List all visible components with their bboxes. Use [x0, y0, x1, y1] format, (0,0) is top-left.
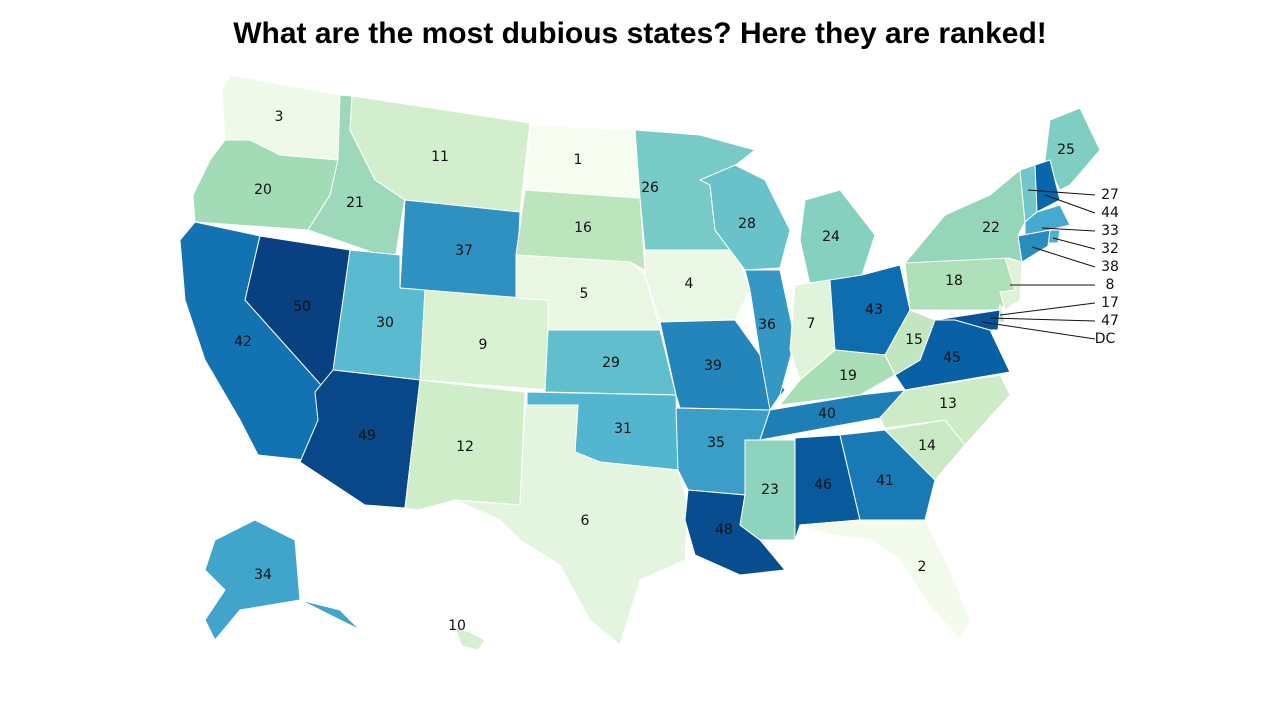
- rank-label: 13: [939, 396, 957, 412]
- callout-line: [981, 321, 1096, 340]
- rank-label: 3: [275, 109, 284, 125]
- rank-label: 43: [865, 302, 883, 318]
- rank-label: 40: [818, 406, 836, 422]
- rank-label: 25: [1057, 142, 1075, 158]
- state: [903, 169, 1026, 264]
- callout-line: [1052, 237, 1096, 250]
- rank-label: 10: [448, 618, 466, 634]
- state: [454, 404, 689, 646]
- rank-label: 17: [1101, 295, 1119, 311]
- rank-label: 32: [1101, 241, 1119, 257]
- rank-label: 11: [431, 149, 449, 165]
- state: [698, 164, 791, 271]
- rank-label: 29: [602, 355, 620, 371]
- rank-label: 34: [254, 567, 272, 583]
- rank-label: 16: [574, 220, 592, 236]
- rank-label: 15: [905, 332, 923, 348]
- rank-label: 8: [1106, 277, 1115, 293]
- rank-label: 9: [479, 337, 488, 353]
- callout-line: [989, 317, 1096, 322]
- rank-label: 26: [641, 180, 659, 196]
- callout-line: [1041, 227, 1096, 232]
- rank-label: 46: [814, 477, 832, 493]
- rank-label: 37: [455, 243, 473, 259]
- rank-label: 20: [254, 182, 272, 198]
- rank-label: 35: [707, 435, 725, 451]
- map-title: What are the most dubious states? Here t…: [233, 17, 1047, 50]
- state: [934, 309, 1001, 331]
- rank-label: 47: [1101, 313, 1119, 329]
- callout-line: [999, 302, 1096, 316]
- rank-label: 38: [1101, 259, 1119, 275]
- rank-label: 22: [982, 220, 1000, 236]
- rank-label: 6: [581, 513, 590, 529]
- rank-label: 7: [807, 316, 816, 332]
- rank-label: 33: [1101, 223, 1119, 239]
- rank-label: 19: [839, 368, 857, 384]
- rank-label: 30: [376, 315, 394, 331]
- rank-label: 42: [234, 334, 252, 350]
- state: [454, 627, 486, 651]
- state: [999, 257, 1023, 311]
- state: [884, 309, 936, 376]
- callout-line: [1044, 194, 1096, 214]
- rank-label: 50: [293, 299, 311, 315]
- state: [524, 124, 641, 199]
- rank-label: 18: [945, 273, 963, 289]
- rank-label: 28: [738, 216, 756, 232]
- state: [1017, 229, 1051, 263]
- callout-line: [1027, 189, 1096, 196]
- state: [515, 189, 646, 271]
- state: [644, 249, 751, 323]
- state: [839, 429, 936, 521]
- rank-label: 41: [876, 473, 894, 489]
- state: [1044, 107, 1101, 191]
- state: [744, 269, 796, 412]
- rank-label: 27: [1101, 187, 1119, 203]
- state: [1024, 204, 1071, 237]
- annotation: DC: [1095, 331, 1116, 347]
- rank-label: 36: [758, 317, 776, 333]
- rank-label: 45: [943, 350, 961, 366]
- rank-label: 4: [685, 276, 694, 292]
- rank-label: 23: [761, 482, 779, 498]
- callout-line: [1031, 246, 1096, 268]
- rank-label: 21: [346, 195, 364, 211]
- state: [204, 519, 361, 641]
- rank-label: 14: [918, 438, 936, 454]
- rank-label: 24: [822, 229, 840, 245]
- rank-label: 1: [574, 152, 583, 168]
- state: [799, 519, 971, 641]
- rank-label: 5: [580, 286, 589, 302]
- rank-label: 48: [715, 522, 733, 538]
- rank-label: 49: [358, 428, 376, 444]
- rank-label: 44: [1101, 205, 1119, 221]
- rank-label: 12: [456, 439, 474, 455]
- rank-label: 39: [704, 358, 722, 374]
- rank-label: 2: [918, 559, 927, 575]
- state: [659, 319, 786, 411]
- rank-label: 31: [614, 421, 632, 437]
